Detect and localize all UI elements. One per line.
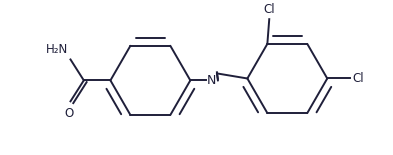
Text: N: N — [207, 74, 216, 87]
Text: Cl: Cl — [352, 72, 364, 85]
Text: Cl: Cl — [263, 3, 275, 16]
Text: O: O — [64, 107, 73, 120]
Text: H₂N: H₂N — [45, 43, 68, 56]
